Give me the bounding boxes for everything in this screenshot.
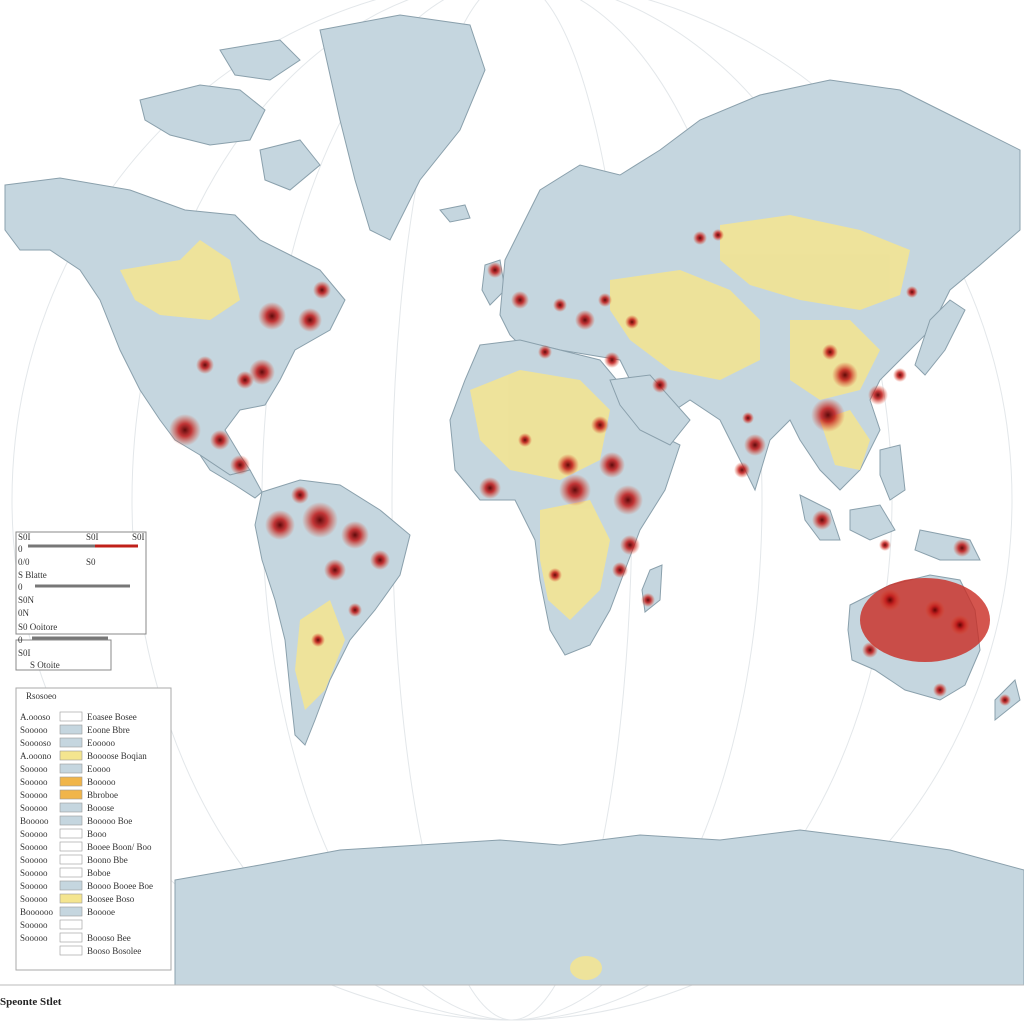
legend-swatch (59, 893, 83, 904)
legend-swatch (59, 737, 83, 748)
legend-code: Sooooo (20, 803, 48, 813)
hotspots (169, 229, 1011, 706)
legend-code: Sooooo (20, 881, 48, 891)
scale-label: S0 Ooitore (18, 622, 57, 632)
legend-code: Sooooo (20, 829, 48, 839)
legend-label: Booooe (87, 907, 115, 917)
scale-label: S0I (18, 648, 31, 658)
legend-code: A.oooso (20, 712, 51, 722)
legend: Rsosoeo A.oooso Eoasee Bosee Sooooo Eoone B… (15, 687, 172, 971)
scale-panel: S0I S0I S0I 0 0/0 S0 S Blatte 0 S0N 0N S… (15, 531, 147, 671)
iceland (439, 204, 471, 223)
legend-swatch (59, 867, 83, 878)
scale-label: S Blatte (18, 570, 47, 580)
legend-swatch (59, 802, 83, 813)
legend-label: Boooo Booee Boe (87, 881, 153, 891)
legend-label: Eooooo (87, 738, 115, 748)
scale-label: 0 (18, 635, 23, 645)
legend-label: Bbroboe (87, 790, 118, 800)
legend-swatch (59, 841, 83, 852)
scale-label: S0I (132, 532, 145, 542)
north-america (4, 177, 346, 476)
scale-label: 0N (18, 608, 30, 618)
low-prevalence-zones (120, 215, 910, 980)
arabia (609, 374, 691, 446)
legend-label: Booee Boon/ Boo (87, 842, 152, 852)
legend-code: Booooo (20, 816, 49, 826)
greenland (319, 14, 486, 241)
legend-swatch (59, 789, 83, 800)
legend-code: Boooooo (20, 907, 54, 917)
legend-code: Sooooo (20, 790, 48, 800)
legend-label: Booso Bosolee (87, 946, 141, 956)
legend-code: Sooooo (20, 933, 48, 943)
legend-swatch (59, 724, 83, 735)
legend-swatch (59, 711, 83, 722)
map-footer-label: Speonte Stlet (0, 996, 62, 1008)
legend-label: Eoooo (87, 764, 111, 774)
legend-code: Sooooo (20, 725, 48, 735)
scale-label: 0 (18, 582, 23, 592)
legend-label: Boboe (87, 868, 111, 878)
legend-title: Rsosoeo (26, 691, 57, 701)
legend-code: Sooooo (20, 894, 48, 904)
legend-swatch (59, 763, 83, 774)
legend-label: Booo (87, 829, 107, 839)
legend-swatch (59, 828, 83, 839)
scale-label: S0I (86, 532, 99, 542)
legend-code: Sooooo (20, 855, 48, 865)
legend-label: Eoone Bbre (87, 725, 130, 735)
legend-swatch (59, 776, 83, 787)
antarctica (174, 829, 1024, 986)
legend-label: Boooose Boqian (87, 751, 147, 761)
legend-swatch (59, 750, 83, 761)
scale-label: 0/0 (18, 557, 30, 567)
legend-code: Sooooo (20, 842, 48, 852)
legend-label: Boosee Boso (87, 894, 135, 904)
legend-code: Sooooo (20, 777, 48, 787)
legend-label: Booooo (87, 777, 116, 787)
legend-swatch (59, 932, 83, 943)
legend-label: Boono Bbe (87, 855, 128, 865)
legend-label: Booooo Boe (87, 816, 132, 826)
legend-swatch (59, 945, 83, 956)
japan (914, 299, 966, 376)
central-america (199, 454, 263, 499)
legend-swatch (59, 815, 83, 826)
legend-code: Sooooo (20, 764, 48, 774)
legend-code: Sooooso (20, 738, 52, 748)
legend-code: Sooooo (20, 920, 48, 930)
legend-code: A.ooono (20, 751, 52, 761)
scale-label: S Otoite (30, 660, 60, 670)
legend-swatch (59, 880, 83, 891)
legend-swatch (59, 906, 83, 917)
scale-label: S0N (18, 595, 35, 605)
legend-label: Booose (87, 803, 114, 813)
legend-label: Eoasee Bosee (87, 712, 137, 722)
scale-label: 0 (18, 544, 23, 554)
scale-label: S0 (86, 557, 96, 567)
legend-swatch (59, 919, 83, 930)
legend-code: Sooooo (20, 868, 48, 878)
arctic-islands (139, 84, 266, 146)
scale-label: S0I (18, 532, 31, 542)
legend-swatch (59, 854, 83, 865)
legend-label: Boooso Bee (87, 933, 131, 943)
